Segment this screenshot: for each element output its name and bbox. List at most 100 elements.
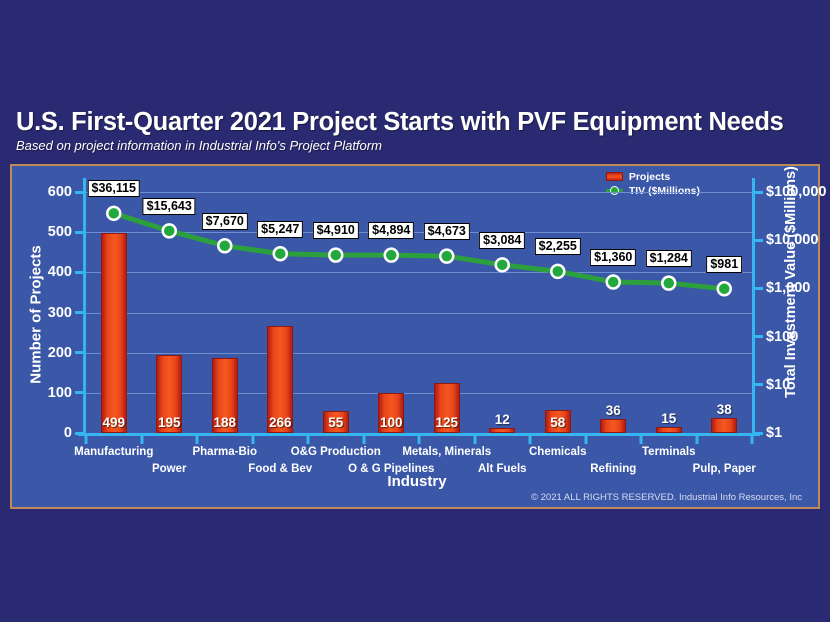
y-axis-left-tick xyxy=(75,311,83,314)
tiv-data-point[interactable] xyxy=(106,205,122,222)
y-axis-left-tick-label: 500 xyxy=(47,224,72,241)
x-axis-category-label: Food & Bev xyxy=(248,463,313,475)
tiv-line-series xyxy=(106,205,732,297)
y-axis-right-tick-label: $10 xyxy=(766,376,791,393)
y-axis-left-tick xyxy=(75,270,83,274)
x-axis-category-label: Alt Fuels xyxy=(477,463,527,475)
gridline xyxy=(86,352,752,354)
copyright-notice: © 2021 ALL RIGHTS RESERVED. Industrial I… xyxy=(530,492,802,503)
legend-item-tiv[interactable]: TIV ($Millions) xyxy=(605,184,700,197)
bar[interactable]: 12 xyxy=(489,412,515,433)
title-block: U.S. First-Quarter 2021 Project Starts w… xyxy=(16,108,826,153)
x-axis-category-label: O & G Pipelines xyxy=(348,463,435,475)
tiv-value-label: $5,247 xyxy=(257,220,304,238)
bar[interactable]: 100 xyxy=(378,392,404,433)
tiv-data-point[interactable] xyxy=(439,248,455,264)
x-axis-title: Industry xyxy=(387,473,447,490)
gridline xyxy=(86,192,752,193)
tiv-value-label: $36,115 xyxy=(87,180,140,198)
legend-item-projects[interactable]: Projects xyxy=(605,170,700,183)
bar-value-label: 12 xyxy=(494,412,510,428)
x-axis-tick xyxy=(251,435,254,444)
y-axis-right-tick xyxy=(755,383,763,387)
gridline xyxy=(86,312,752,314)
y-axis-left-tick xyxy=(75,190,83,194)
bar[interactable]: 38 xyxy=(711,402,737,433)
y-axis-left-tick-label: 600 xyxy=(47,184,72,200)
x-axis-category-label: Power xyxy=(151,463,187,475)
bar[interactable]: 55 xyxy=(322,410,349,433)
x-axis-tick xyxy=(473,435,476,444)
x-axis-category-label: Chemicals xyxy=(528,446,587,458)
tiv-data-point[interactable] xyxy=(661,275,677,291)
x-axis-tick xyxy=(140,435,143,444)
bar[interactable]: 15 xyxy=(655,411,682,433)
bar-swatch-icon xyxy=(605,172,623,181)
y-axis-left-title: Number of Projects xyxy=(27,245,45,384)
gridline xyxy=(86,272,752,274)
tiv-data-point[interactable] xyxy=(272,245,288,262)
y-axis-right-tick xyxy=(755,238,763,242)
tiv-data-point[interactable] xyxy=(550,263,566,280)
x-axis-category-label: Pulp, Paper xyxy=(692,463,756,475)
bar[interactable]: 188 xyxy=(211,357,238,433)
x-axis-category-label: O&G Production xyxy=(290,446,381,458)
y-axis-left-tick-label: 300 xyxy=(47,304,72,321)
legend-item-label: TIV ($Millions) xyxy=(628,184,700,197)
tiv-value-label: $981 xyxy=(706,255,743,273)
x-axis-tick xyxy=(750,435,754,444)
tiv-value-label: $2,255 xyxy=(534,238,581,256)
tiv-data-point[interactable] xyxy=(494,257,510,273)
y-axis-right-tick-label: $100,000 xyxy=(766,184,827,200)
bar[interactable]: 58 xyxy=(544,409,571,433)
bar-value-label: 188 xyxy=(213,415,236,430)
tiv-data-point[interactable] xyxy=(161,223,177,239)
tiv-value-label: $7,670 xyxy=(201,212,248,230)
page-subtitle: Based on project information in Industri… xyxy=(16,138,382,153)
tiv-value-label: $3,084 xyxy=(479,231,526,249)
bar[interactable]: 195 xyxy=(156,354,182,433)
tiv-value-label: $4,673 xyxy=(423,223,470,241)
tiv-data-point[interactable] xyxy=(716,281,732,297)
x-axis-tick xyxy=(528,435,532,444)
bar[interactable]: 266 xyxy=(267,326,293,433)
tiv-value-label: $4,894 xyxy=(368,222,415,240)
x-axis-tick xyxy=(84,435,88,444)
y-axis-right-line xyxy=(752,178,755,436)
x-axis-tick xyxy=(639,435,643,444)
bar[interactable]: 36 xyxy=(600,403,626,433)
bar-value-label: 266 xyxy=(268,415,292,430)
x-axis-category-label: Manufacturing xyxy=(74,446,154,458)
tiv-data-point[interactable] xyxy=(328,247,344,263)
bar-value-label: 36 xyxy=(605,402,621,418)
y-axis-left-tick-label: 0 xyxy=(63,425,72,441)
bar-value-label: 100 xyxy=(379,415,403,430)
y-axis-left-tick xyxy=(75,391,83,395)
x-axis-category-label: Refining xyxy=(590,463,637,475)
x-axis-category-label: Pharma-Bio xyxy=(192,446,258,458)
x-axis-category-label: Terminals xyxy=(642,446,696,458)
tiv-data-point[interactable] xyxy=(217,238,233,254)
bar-value-label: 15 xyxy=(661,410,677,426)
x-axis-tick xyxy=(417,435,421,444)
tiv-value-label: $1,360 xyxy=(590,248,637,266)
tiv-data-point[interactable] xyxy=(383,247,399,263)
tiv-data-point[interactable] xyxy=(605,274,621,290)
bar-value-label: 38 xyxy=(716,401,732,417)
bar[interactable]: 499 xyxy=(100,232,127,433)
x-axis-tick xyxy=(695,435,698,444)
y-axis-right-tick-label: $10,000 xyxy=(766,232,819,249)
bar-value-label: 55 xyxy=(328,415,344,430)
x-axis-tick xyxy=(362,435,365,444)
tiv-value-label: $15,643 xyxy=(142,197,196,215)
x-axis-tick xyxy=(584,435,587,444)
y-axis-left-tick xyxy=(75,230,83,234)
y-axis-left-line xyxy=(83,178,86,436)
gridline xyxy=(86,392,752,394)
y-axis-right-tick-label: $1 xyxy=(766,425,783,441)
page-title: U.S. First-Quarter 2021 Project Starts w… xyxy=(16,108,784,136)
y-axis-left-tick-label: 200 xyxy=(47,344,72,361)
y-axis-right-tick xyxy=(755,431,763,435)
bar[interactable]: 125 xyxy=(433,382,460,433)
gridline xyxy=(86,232,752,234)
